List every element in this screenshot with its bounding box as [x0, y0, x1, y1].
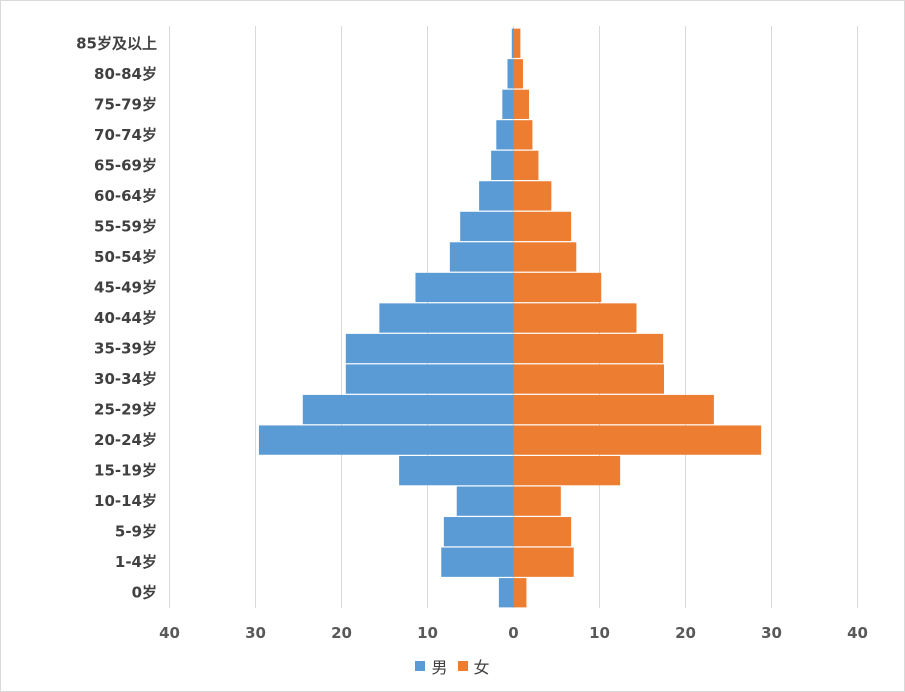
category-label: 35-39岁 — [94, 340, 157, 358]
bar-female — [513, 28, 521, 58]
bar-female — [513, 486, 561, 516]
bar-male — [498, 578, 514, 608]
x-tick-labels: 40 30 20 10 0 10 20 30 40 — [159, 624, 868, 642]
category-label: 45-49岁 — [94, 278, 157, 296]
bar-female — [513, 303, 637, 333]
bar-male — [449, 242, 514, 272]
bar-male — [345, 364, 514, 394]
bar-male — [502, 89, 514, 119]
category-label: 70-74岁 — [94, 126, 157, 144]
bar-female — [513, 89, 529, 119]
x-tick-label: 30 — [245, 624, 266, 642]
bar-female — [513, 120, 533, 150]
category-label: 75-79岁 — [94, 95, 157, 113]
bar-female — [513, 272, 602, 303]
legend-item-male: 男 — [415, 654, 448, 678]
legend-swatch-male — [415, 661, 426, 671]
bar-male — [441, 547, 514, 577]
bar-male — [379, 303, 514, 333]
x-tick-label: 40 — [847, 624, 868, 642]
category-label: 15-19岁 — [94, 462, 157, 480]
category-label: 10-14岁 — [94, 492, 157, 510]
x-tick-label: 20 — [675, 624, 696, 642]
category-label: 50-54岁 — [94, 248, 157, 266]
bar-female — [513, 181, 552, 211]
bar-male — [479, 181, 514, 211]
bar-female — [513, 333, 664, 364]
bar-male — [443, 517, 514, 547]
category-label: 60-64岁 — [94, 187, 157, 205]
legend-item-female: 女 — [457, 654, 490, 678]
bars — [258, 28, 762, 608]
bar-female — [513, 547, 574, 577]
category-label: 85岁及以上 — [76, 34, 157, 52]
bar-male — [302, 394, 514, 425]
category-label: 5-9岁 — [115, 523, 157, 541]
bar-male — [258, 425, 514, 455]
bar-male — [399, 455, 514, 486]
category-label: 55-59岁 — [94, 217, 157, 235]
bar-female — [513, 517, 572, 547]
legend-label-male: 男 — [431, 658, 448, 677]
bar-male — [460, 211, 514, 242]
legend: 男 女 — [0, 654, 905, 678]
category-label: 80-84岁 — [94, 65, 157, 83]
bar-female — [513, 455, 621, 486]
category-label: 30-34岁 — [94, 370, 157, 388]
x-tick-label: 30 — [761, 624, 782, 642]
legend-swatch-female — [457, 661, 468, 671]
category-label: 25-29岁 — [94, 401, 157, 419]
category-label: 40-44岁 — [94, 309, 157, 327]
bar-female — [513, 242, 577, 272]
category-label: 65-69岁 — [94, 156, 157, 174]
legend-label-female: 女 — [473, 658, 490, 677]
bar-male — [507, 59, 514, 89]
x-tick-label: 0 — [508, 624, 518, 642]
x-tick-label: 40 — [159, 624, 180, 642]
category-labels: 85岁及以上 80-84岁 75-79岁 70-74岁 65-69岁 60-64岁 55-5… — [76, 34, 157, 601]
x-tick-label: 20 — [331, 624, 352, 642]
bar-male — [491, 150, 514, 181]
bar-male — [496, 120, 514, 150]
category-label: 1-4岁 — [115, 553, 157, 571]
bar-female — [513, 394, 714, 425]
category-label: 20-24岁 — [94, 431, 157, 449]
bar-female — [513, 59, 523, 89]
bar-female — [513, 425, 762, 455]
bar-female — [513, 211, 572, 242]
bar-male — [345, 333, 514, 364]
bar-male — [456, 486, 514, 516]
category-label: 0岁 — [132, 584, 157, 602]
x-tick-label: 10 — [417, 624, 438, 642]
x-tick-label: 10 — [589, 624, 610, 642]
bar-male — [511, 28, 514, 58]
bar-female — [513, 578, 527, 608]
bar-male — [415, 272, 514, 303]
bar-female — [513, 150, 539, 181]
bar-female — [513, 364, 664, 394]
